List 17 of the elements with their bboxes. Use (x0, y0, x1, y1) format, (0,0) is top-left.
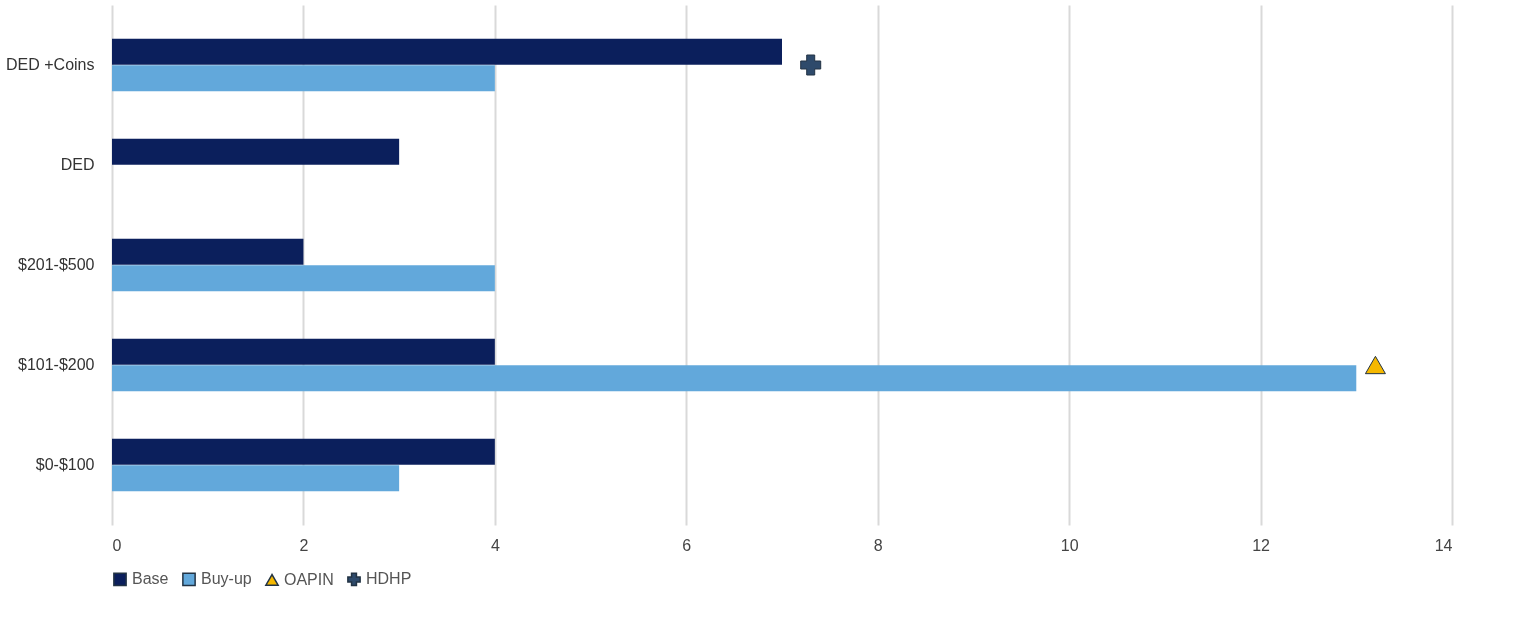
x-tick-label: 8 (873, 536, 883, 554)
legend-label: HDHP (366, 570, 412, 588)
legend-label: Buy-up (201, 570, 252, 588)
x-tick-label: 14 (1434, 536, 1453, 554)
x-tick-label: 12 (1252, 536, 1271, 554)
y-tick-label: $101-$200 (17, 356, 95, 373)
legend-label: Base (132, 570, 169, 588)
y-tick-label: DED +Coins (6, 56, 95, 73)
x-tick-label: 0 (112, 536, 122, 554)
x-tick-label: 2 (299, 536, 309, 554)
legend-label: OAPIN (284, 570, 334, 588)
x-tick-label: 10 (1060, 536, 1079, 554)
y-tick-label: $0-$100 (35, 456, 95, 473)
x-tick-label: 6 (682, 536, 692, 554)
y-tick-label: DED (60, 156, 95, 173)
x-tick-label: 4 (490, 536, 500, 554)
y-tick-label: $201-$500 (17, 256, 95, 273)
